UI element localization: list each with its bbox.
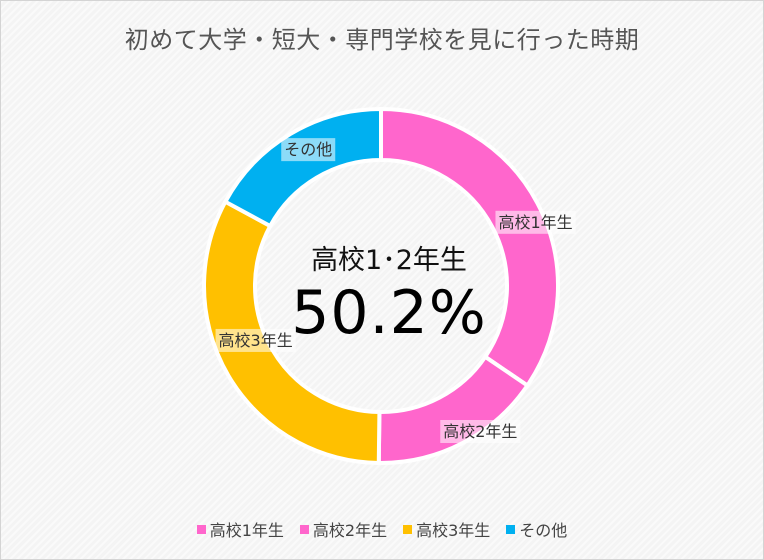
slice-label-background: [495, 210, 576, 234]
center-value: 50.2%: [291, 278, 487, 348]
slice-label-background: [281, 138, 336, 162]
legend-label: 高校1年生: [209, 521, 284, 540]
slice-label-2: 高校2年生: [443, 422, 517, 441]
legend-label: その他: [519, 521, 568, 540]
legend-swatch: [299, 524, 309, 534]
center-caption: 高校1･2年生: [311, 245, 467, 276]
legend-label: 高校2年生: [312, 521, 388, 540]
donut-slice-1: [379, 106, 560, 389]
legend-swatch: [506, 524, 516, 534]
legend-item: 高校3年生: [403, 517, 490, 541]
legend: 高校1年生 高校2年生 高校3年生 その他: [0, 517, 764, 541]
legend-item: その他: [506, 517, 567, 541]
donut-slice-2: [376, 354, 531, 465]
slice-label-4: その他: [284, 140, 332, 159]
legend-swatch: [403, 524, 413, 534]
donut-slice-3: [202, 198, 382, 466]
slice-label-3: 高校3年生: [219, 331, 293, 350]
legend-item: 高校2年生: [299, 517, 388, 541]
slice-label-1: 高校1年生: [498, 213, 572, 232]
slice-label-background: [215, 328, 296, 352]
donut-slice-4: [222, 106, 383, 229]
slice-label-background: [440, 420, 521, 444]
chart-title: 初めて大学・短大・専門学校を見に行った時期: [124, 26, 640, 54]
legend-label: 高校3年生: [416, 521, 491, 540]
legend-item: 高校1年生: [196, 517, 284, 541]
legend-swatch: [196, 524, 206, 534]
